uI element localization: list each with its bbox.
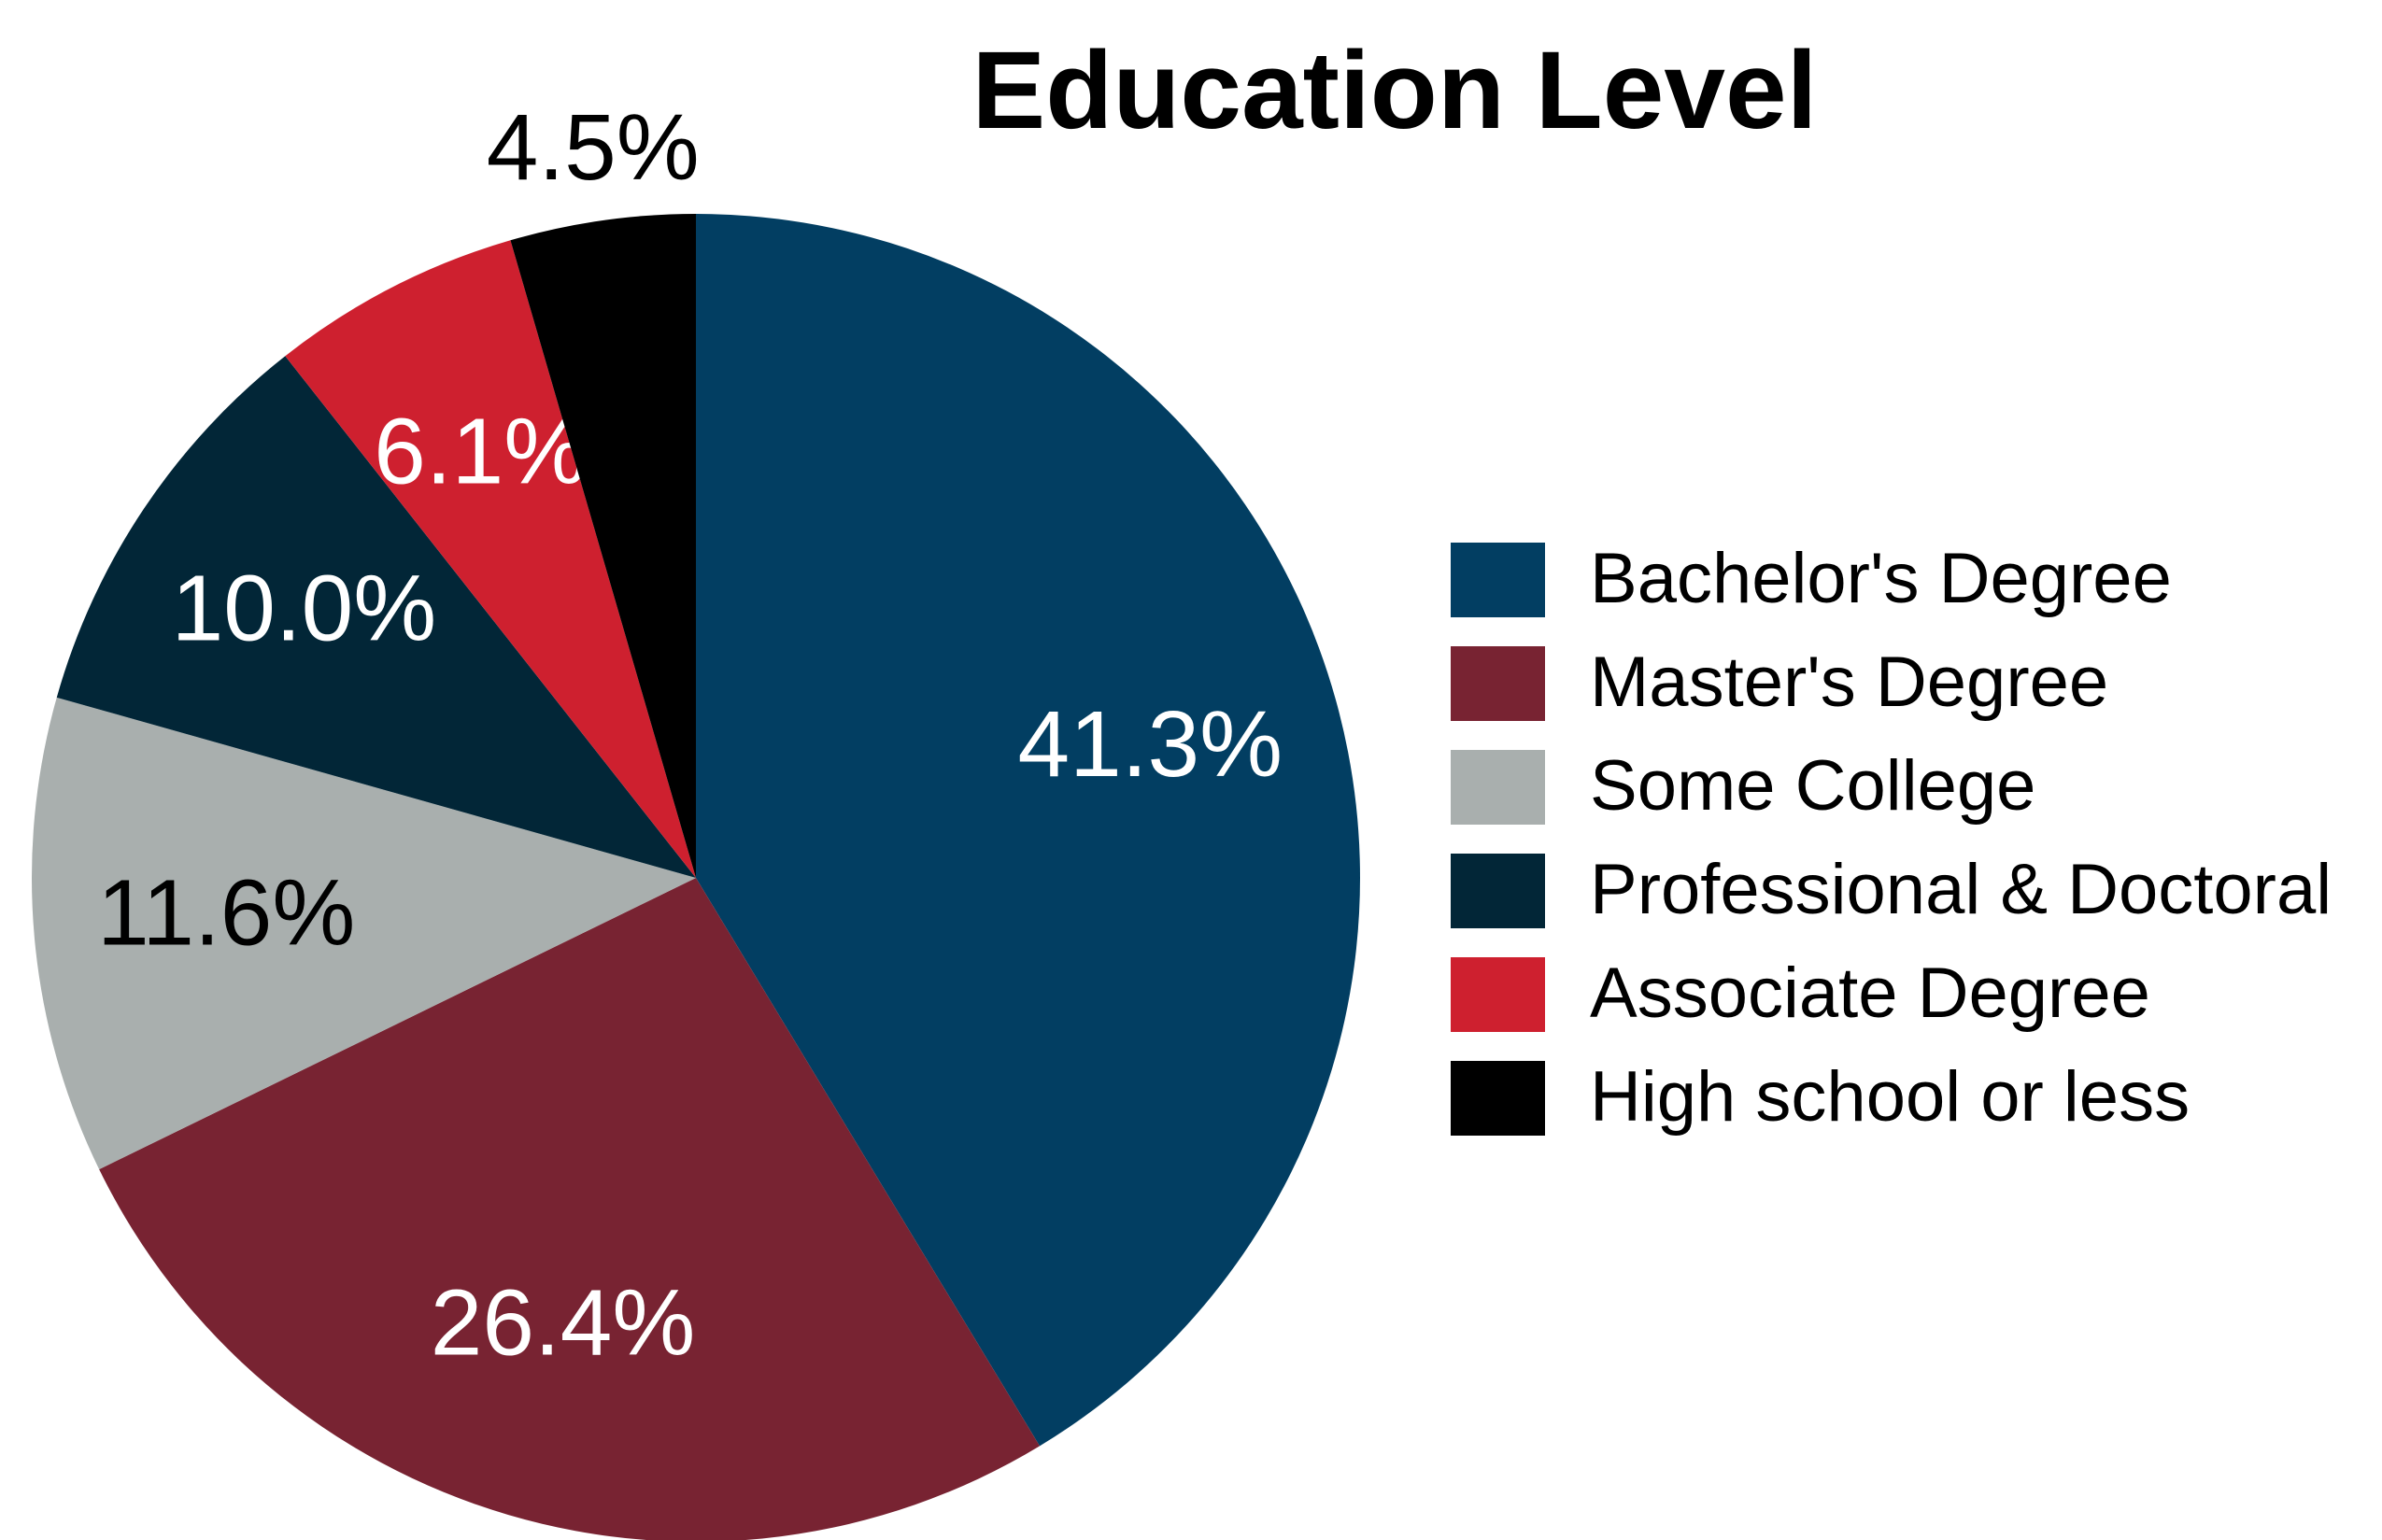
pie-slice <box>56 356 697 878</box>
pie-slice <box>31 697 696 1170</box>
legend-swatch <box>1451 750 1545 825</box>
legend-label: High school or less <box>1590 1057 2190 1137</box>
legend-swatch <box>1451 854 1545 928</box>
chart-title: Education Level <box>972 29 1818 152</box>
slice-label: 4.5% <box>487 95 700 200</box>
slice-label: 10.0% <box>172 557 437 661</box>
legend-swatch <box>1451 957 1545 1032</box>
legend-label: Master's Degree <box>1590 643 2108 722</box>
pie-slice <box>99 878 1041 1540</box>
pie-slice <box>510 214 696 878</box>
slice-label: 41.3% <box>1017 692 1283 797</box>
legend-swatch <box>1451 646 1545 721</box>
legend-label: Associate Degree <box>1590 954 2150 1033</box>
slice-label: 11.6% <box>97 861 355 966</box>
legend-label: Bachelor's Degree <box>1590 539 2172 618</box>
legend-swatch <box>1451 1061 1545 1136</box>
legend-label: Some College <box>1590 746 2035 826</box>
slice-label: 26.4% <box>431 1271 696 1376</box>
pie-slice <box>696 214 1360 1447</box>
legend-label: Professional & Doctoral <box>1590 850 2332 929</box>
legend-swatch <box>1451 543 1545 617</box>
pie-slice <box>285 240 696 878</box>
slice-label: 6.1% <box>374 399 587 503</box>
